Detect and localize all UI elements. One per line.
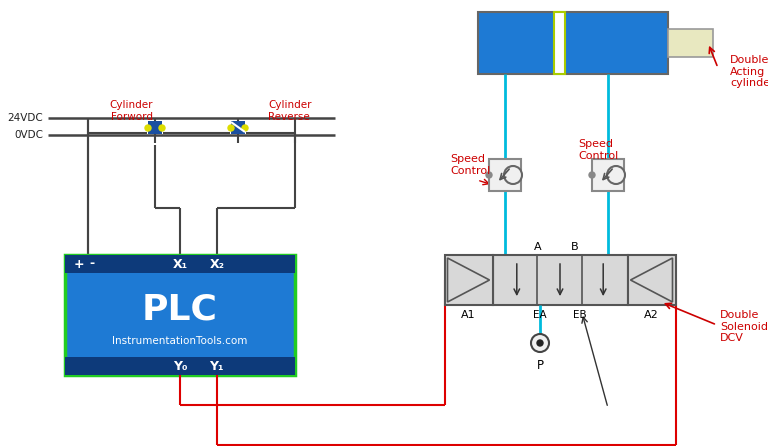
Circle shape bbox=[504, 166, 522, 184]
Text: B: B bbox=[571, 242, 579, 252]
Text: Cylinder
Forword: Cylinder Forword bbox=[110, 100, 153, 122]
Bar bbox=[489, 159, 521, 191]
Text: A: A bbox=[535, 242, 541, 252]
Text: 0VDC: 0VDC bbox=[14, 130, 43, 140]
Text: Y₀: Y₀ bbox=[173, 359, 187, 372]
Text: Double
Solenoid
DCV: Double Solenoid DCV bbox=[720, 310, 768, 343]
Text: Speed
Control: Speed Control bbox=[578, 139, 618, 161]
Text: PLC: PLC bbox=[142, 292, 218, 326]
Bar bbox=[65, 357, 295, 375]
Circle shape bbox=[242, 125, 248, 131]
Bar bbox=[445, 255, 492, 305]
Text: Double
Acting
cylinder: Double Acting cylinder bbox=[730, 55, 768, 88]
Bar bbox=[668, 29, 713, 57]
Circle shape bbox=[531, 334, 549, 352]
Text: EA: EA bbox=[533, 310, 547, 320]
Bar bbox=[592, 159, 624, 191]
Text: InstrumentationTools.com: InstrumentationTools.com bbox=[112, 336, 248, 347]
Bar bbox=[627, 255, 676, 305]
Bar bbox=[554, 12, 565, 74]
Circle shape bbox=[607, 166, 625, 184]
Circle shape bbox=[145, 125, 151, 131]
Bar bbox=[148, 121, 162, 134]
Text: A1: A1 bbox=[462, 310, 476, 320]
Circle shape bbox=[537, 340, 543, 346]
Text: EB: EB bbox=[573, 310, 587, 320]
Bar bbox=[492, 255, 627, 305]
Circle shape bbox=[589, 172, 595, 178]
Bar bbox=[231, 121, 245, 134]
Text: X₁: X₁ bbox=[173, 257, 187, 271]
Text: P: P bbox=[537, 359, 544, 372]
Text: +: + bbox=[74, 257, 84, 271]
Text: -: - bbox=[89, 257, 94, 271]
Text: A2: A2 bbox=[644, 310, 659, 320]
Text: Cylinder
Reverse: Cylinder Reverse bbox=[268, 100, 312, 122]
Text: X₂: X₂ bbox=[210, 257, 224, 271]
Bar bbox=[478, 12, 668, 74]
Circle shape bbox=[486, 172, 492, 178]
Text: 24VDC: 24VDC bbox=[7, 113, 43, 123]
Text: Speed
Control: Speed Control bbox=[450, 154, 490, 176]
Circle shape bbox=[159, 125, 165, 131]
Circle shape bbox=[228, 125, 234, 131]
Text: Y₁: Y₁ bbox=[210, 359, 224, 372]
Bar bbox=[65, 255, 295, 273]
Bar bbox=[65, 255, 295, 375]
